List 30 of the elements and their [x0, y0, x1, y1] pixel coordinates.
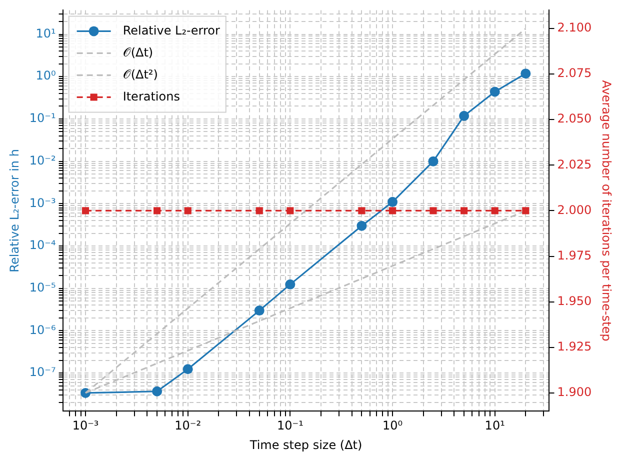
y-tick-label: 10⁻⁷	[29, 365, 56, 380]
y2-axis-title: Average number of iterations per time-step	[600, 80, 614, 342]
y-axis-title: Relative L₂-error in h	[7, 149, 22, 272]
y-tick-label: 10⁻⁶	[29, 322, 56, 337]
y-tick-label: 10⁻⁵	[29, 280, 56, 295]
x-axis-title: Time step size (Δt)	[248, 438, 362, 452]
y-tick-label: 10⁻²	[29, 153, 56, 168]
legend-label: 𝒪(Δt²)	[122, 67, 158, 82]
y-tick-label: 10⁰	[36, 68, 56, 83]
y2-tick-label: 1.900	[557, 385, 592, 400]
legend-label: 𝒪(Δt)	[122, 45, 154, 60]
y-tick-label: 10⁻¹	[29, 111, 56, 126]
x-tick-label: 10⁻³	[72, 418, 99, 433]
x-tick-label: 10⁰	[382, 418, 403, 433]
x-tick-label: 10⁻²	[174, 418, 202, 433]
x-tick-label: 10¹	[484, 418, 506, 433]
y-tick-label: 10¹	[36, 26, 56, 40]
y-tick-label: 10⁻⁴	[29, 238, 56, 252]
y2-tick-label: 2.100	[557, 20, 592, 35]
y2-tick-label: 2.000	[557, 202, 592, 217]
y2-tick-label: 1.925	[557, 340, 592, 354]
y2-tick-label: 2.050	[557, 112, 592, 126]
y2-tick-label: 2.025	[557, 157, 592, 172]
y2-tick-label: 2.075	[557, 66, 592, 80]
x-tick-label: 10⁻¹	[276, 418, 304, 433]
y-tick-label: 10⁻³	[29, 196, 56, 210]
legend-label: Iterations	[122, 89, 180, 104]
y2-tick-label: 1.975	[557, 248, 592, 262]
y2-tick-label: 1.950	[557, 294, 592, 308]
legend-label: Relative L₂-error	[122, 23, 220, 38]
